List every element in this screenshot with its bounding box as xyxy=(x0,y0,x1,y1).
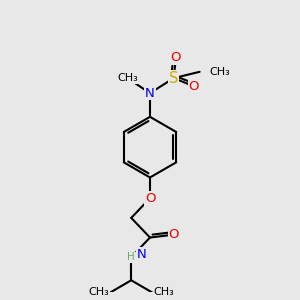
Text: CH₃: CH₃ xyxy=(209,67,230,77)
Text: N: N xyxy=(145,87,155,100)
Text: H: H xyxy=(128,252,135,262)
Text: CH₃: CH₃ xyxy=(88,287,109,297)
Text: S: S xyxy=(169,70,178,86)
Text: N: N xyxy=(136,248,146,261)
Text: O: O xyxy=(171,51,181,64)
Text: CH₃: CH₃ xyxy=(154,287,174,297)
Text: O: O xyxy=(145,192,155,205)
Text: O: O xyxy=(168,228,179,241)
Text: O: O xyxy=(189,80,199,93)
Text: CH₃: CH₃ xyxy=(117,73,138,83)
